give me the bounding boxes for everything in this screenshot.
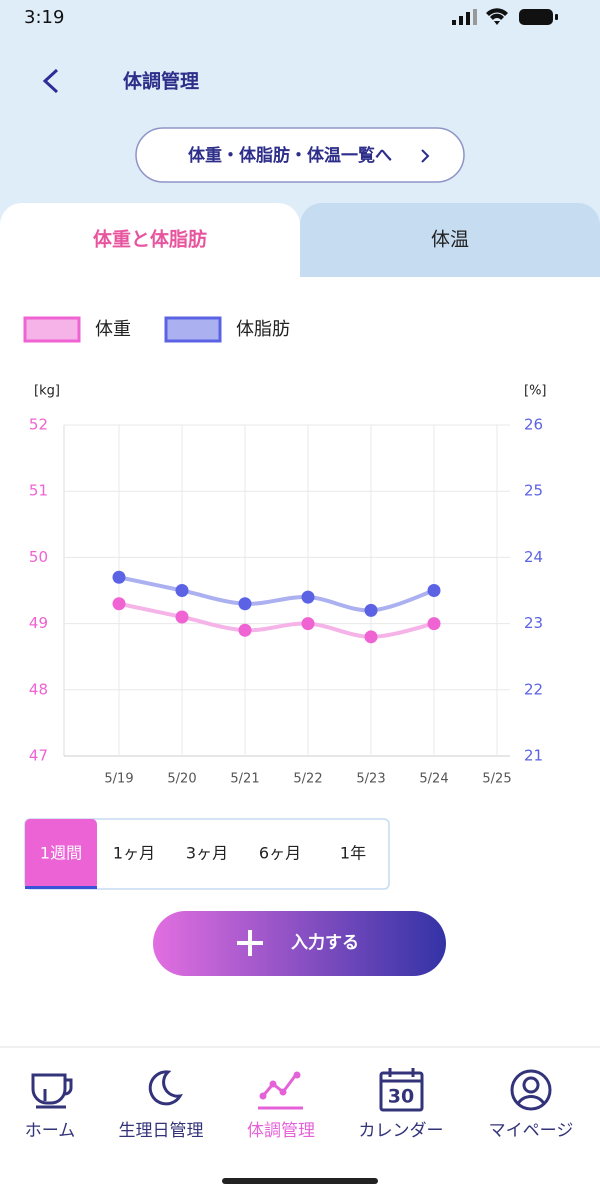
x-tick-label: 5/19 [104,772,133,787]
period-active-bg [25,819,97,889]
page-title: 体調管理 [123,70,199,93]
nav-label[interactable]: カレンダー [359,1121,444,1141]
y2-tick-label: 23 [524,614,543,632]
x-tick-label: 5/25 [482,772,511,787]
y2-tick-label: 22 [524,680,543,698]
data-point [238,597,252,611]
list-button[interactable]: 体重・体脂肪・体温一覧へ [135,127,465,183]
y2-tick-label: 21 [524,747,543,765]
y-axis-label: [kg] [34,384,60,399]
y2-tick-label: 24 [524,548,543,566]
x-tick-label: 5/20 [167,772,196,787]
data-point [238,623,252,637]
data-point [427,584,441,597]
nav-icon-text: 30 [388,1086,414,1108]
nav-label[interactable]: ホーム [25,1121,76,1141]
y-tick-label: 48 [29,680,48,698]
period-option[interactable]: 1ヶ月 [113,844,155,863]
data-point [427,617,441,631]
y-tick-label: 51 [29,482,48,500]
x-tick-label: 5/23 [356,772,385,787]
legend-swatch [164,316,222,343]
input-button-label: 入力する [291,932,359,953]
home-indicator [222,1178,378,1184]
input-button[interactable]: 入力する [153,911,446,976]
data-point [175,584,189,597]
nav-label[interactable]: マイページ [489,1121,574,1141]
legend-label: 体重 [95,319,131,340]
data-point [112,570,126,584]
data-point [364,603,378,617]
y2-tick-label: 25 [524,482,543,500]
back-button[interactable] [42,68,59,94]
y-tick-label: 52 [29,416,48,434]
legend-swatch [23,316,81,343]
tab[interactable]: 体重と体脂肪 [0,203,300,290]
chart: 体重 体脂肪 [kg] [%] 47 48 49 50 51 52 21 22 23 24 25 26 5/19… [23,316,547,787]
data-point [175,610,189,624]
status-icons [452,8,558,25]
nav-icons [31,1068,552,1112]
legend-label: 体脂肪 [236,319,290,340]
period-option[interactable]: 1年 [340,844,366,863]
data-point [364,630,378,644]
status-time: 3:19 [24,7,64,28]
list-button-label: 体重・体脂肪・体温一覧へ [188,145,392,166]
x-tick-label: 5/21 [230,772,259,787]
tab-label: 体温 [431,229,469,251]
y2-tick-label: 26 [524,416,543,434]
period-option[interactable]: 3ヶ月 [186,844,228,863]
nav-label[interactable]: 体調管理 [247,1121,315,1141]
period-option[interactable]: 1週間 [40,844,82,863]
y2-axis-label: [%] [524,384,547,399]
data-point [112,597,126,611]
period-selector: 1週間 1ヶ月 3ヶ月 6ヶ月 1年 [24,818,390,890]
x-tick-label: 5/24 [419,772,448,787]
period-indicator [25,886,97,889]
y-tick-label: 49 [29,614,48,632]
x-tick-label: 5/22 [293,772,322,787]
bottom-nav: ホーム 生理日管理 体調管理 カレンダー 30 マイページ [25,1086,574,1142]
tab-label: 体重と体脂肪 [93,228,207,251]
period-option[interactable]: 6ヶ月 [259,844,301,863]
data-point [301,590,315,604]
nav-label[interactable]: 生理日管理 [119,1121,204,1141]
tab[interactable]: 体温 [300,203,600,277]
data-point [301,617,315,631]
y-tick-label: 50 [29,548,48,566]
y-tick-label: 47 [29,747,48,765]
